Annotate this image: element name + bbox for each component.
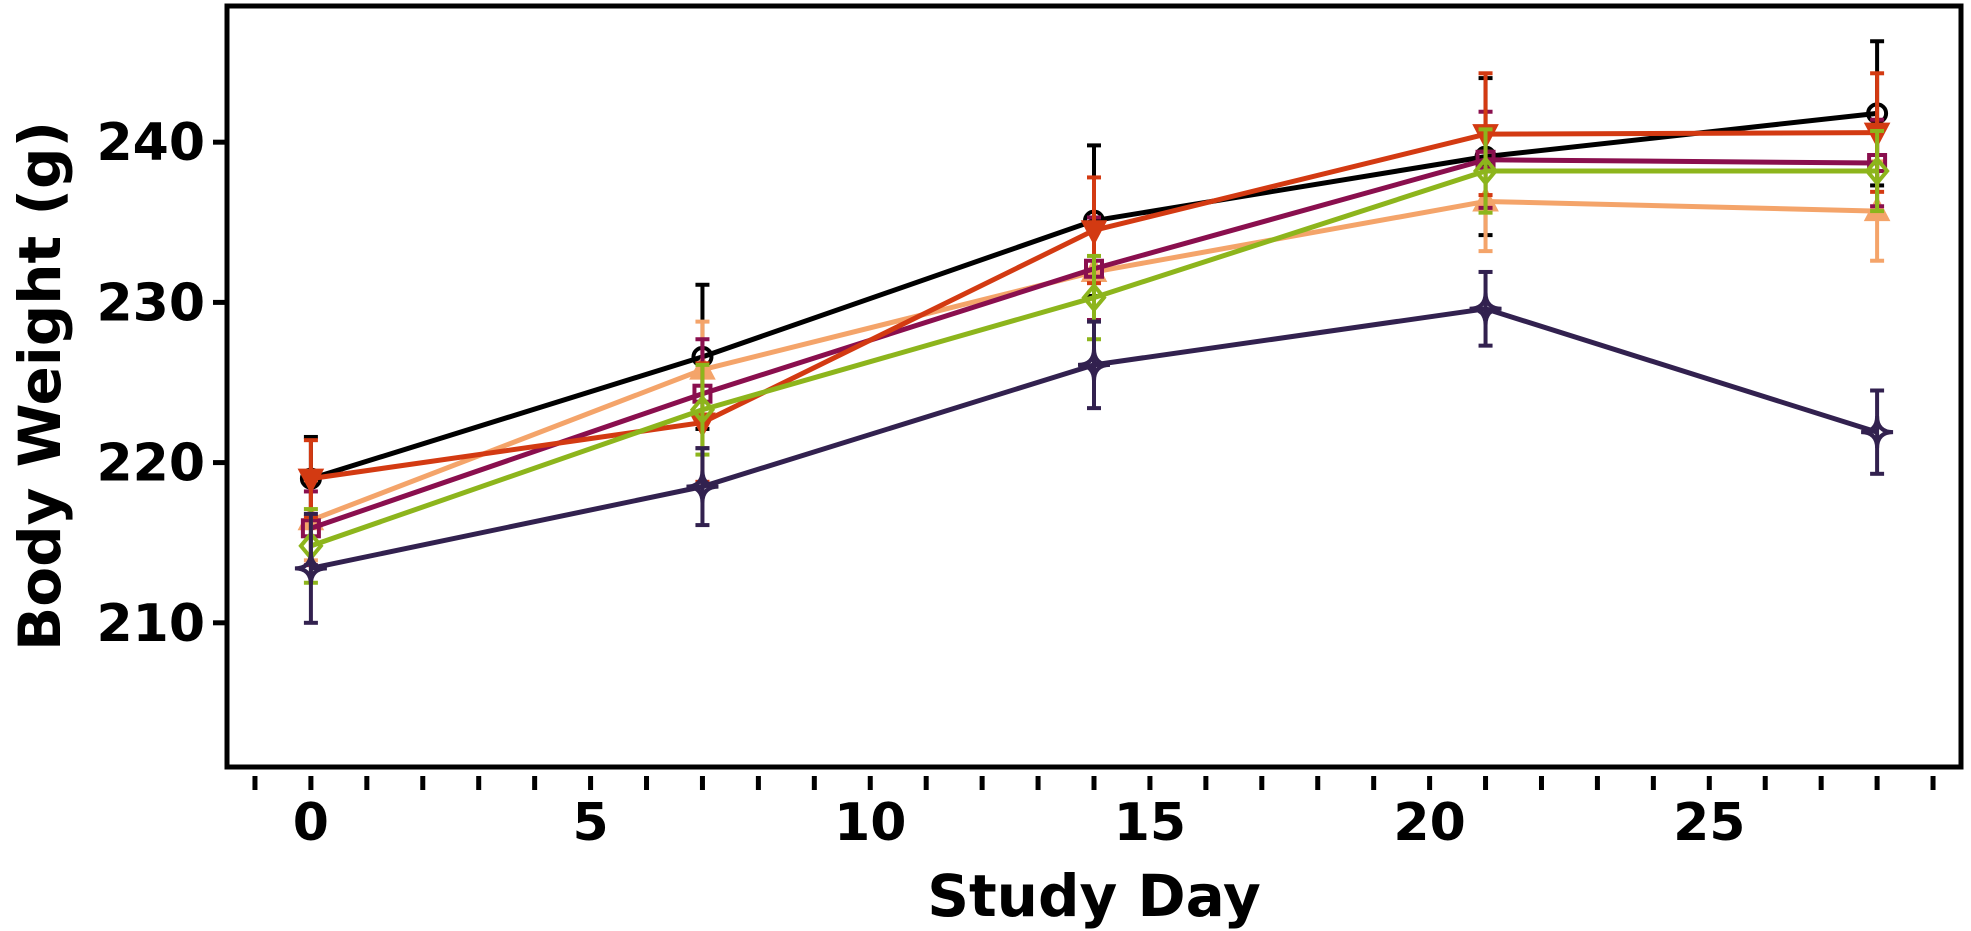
diamond-marker (689, 394, 716, 425)
y-tick-label: 220 (96, 434, 205, 494)
series-line (310, 306, 1878, 571)
x-tick-label: 15 (1114, 793, 1186, 853)
diamond-marker (1081, 282, 1107, 313)
diamond-marker (1864, 155, 1890, 187)
x-axis: 0 5 10 15 20 25 (252, 776, 1936, 853)
x-axis-title: Study Day (927, 862, 1261, 930)
diamond-marker (1472, 155, 1499, 187)
series-line (310, 168, 1878, 549)
x-tick-label: 5 (572, 793, 608, 853)
x-tick-label: 20 (1393, 793, 1465, 853)
y-axis: 210 220 230 240 (96, 113, 227, 654)
star4-marker (1860, 416, 1894, 449)
series-group (294, 269, 1894, 625)
y-tick-label: 240 (96, 113, 205, 173)
y-tick-label: 230 (96, 273, 205, 333)
y-tick-label: 210 (96, 594, 205, 654)
x-tick-label: 25 (1673, 793, 1745, 853)
x-tick-label: 0 (293, 793, 329, 853)
series-layer (294, 39, 1894, 625)
triangle-down-marker (1080, 220, 1108, 246)
triangle-down-marker (297, 468, 325, 494)
plot-frame (224, 3, 1964, 770)
x-tick-label: 10 (834, 793, 906, 853)
y-axis-title: Body Weight (g) (6, 121, 74, 651)
